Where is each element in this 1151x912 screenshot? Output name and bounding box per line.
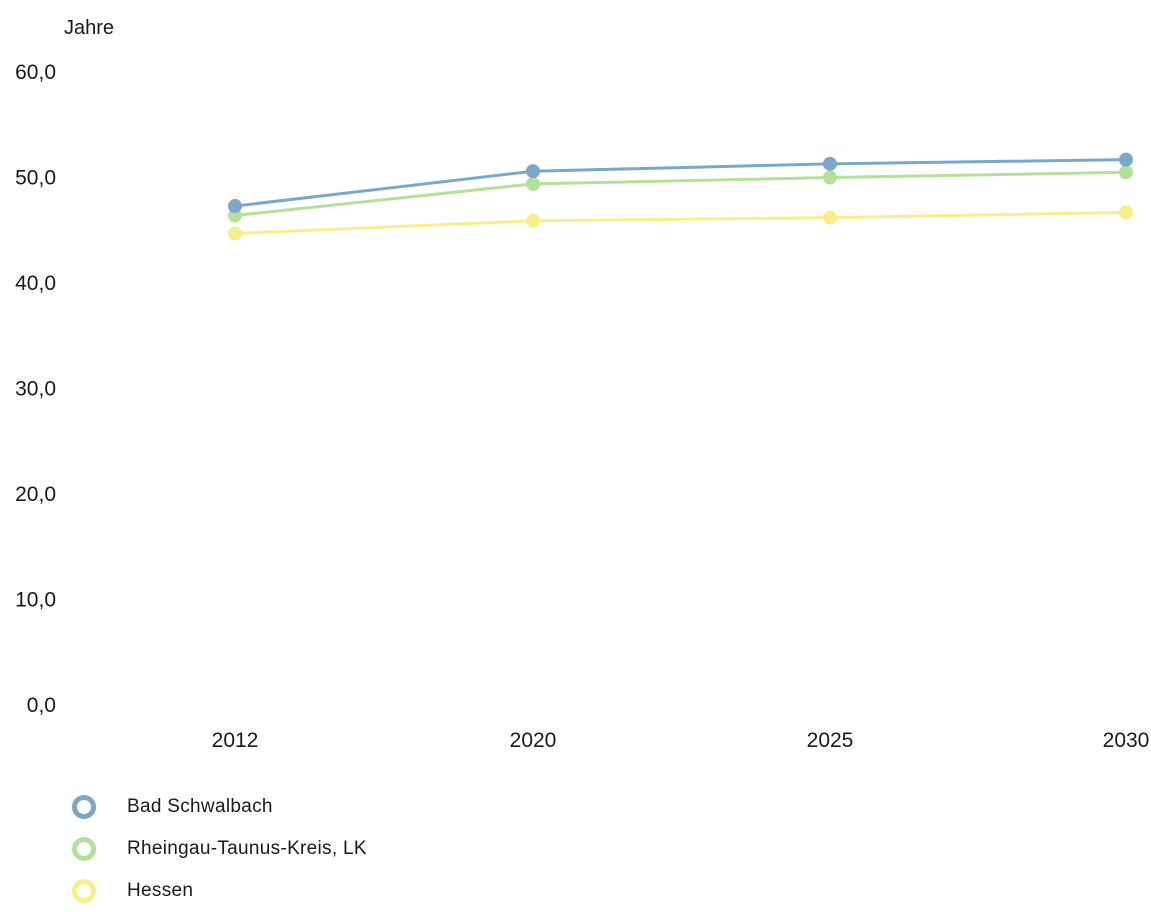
legend-label: Hessen: [127, 880, 194, 901]
data-point: [526, 164, 540, 179]
y-tick-label: 0,0: [27, 694, 56, 717]
data-point: [823, 170, 837, 185]
legend-marker-icon: [72, 879, 96, 903]
x-tick-label: 2030: [1103, 729, 1150, 752]
data-point: [823, 156, 837, 171]
data-point: [228, 226, 242, 241]
legend-item: Bad Schwalbach: [72, 786, 367, 828]
chart-legend: Bad Schwalbach Rheingau-Taunus-Kreis, LK H…: [72, 786, 367, 912]
legend-label: Rheingau-Taunus-Kreis, LK: [127, 838, 367, 859]
data-point: [228, 199, 242, 214]
y-tick-label: 60,0: [15, 61, 56, 84]
y-tick-label: 10,0: [15, 589, 56, 612]
data-point: [526, 213, 540, 228]
series-lines: [234, 158, 1127, 235]
legend-marker-icon: [72, 795, 96, 819]
data-point: [526, 176, 540, 191]
x-tick-label: 2012: [212, 729, 259, 752]
legend-marker-icon: [72, 837, 96, 861]
data-point: [1119, 152, 1133, 167]
data-point: [823, 210, 837, 225]
legend-item: Rheingau-Taunus-Kreis, LK: [72, 828, 367, 870]
x-tick-label: 2025: [807, 729, 854, 752]
legend-item: Hessen: [72, 870, 367, 912]
y-tick-label: 40,0: [15, 272, 56, 295]
legend-label: Bad Schwalbach: [127, 796, 273, 817]
series-points: [228, 152, 1133, 241]
y-axis-unit-label: Jahre: [64, 17, 114, 39]
y-tick-label: 30,0: [15, 378, 56, 401]
x-tick-label: 2020: [510, 729, 557, 752]
y-tick-label: 20,0: [15, 483, 56, 506]
y-tick-label: 50,0: [15, 167, 56, 190]
series-line: [234, 210, 1127, 235]
series-line: [234, 158, 1127, 208]
x-axis-ticks: 2012 2020 2025 2030: [212, 729, 1150, 752]
data-point: [1119, 165, 1133, 180]
data-point: [1119, 205, 1133, 220]
series-line: [234, 170, 1127, 218]
y-axis-ticks: 0,0 10,0 20,0 30,0 40,0 50,0 60,0: [15, 61, 56, 717]
